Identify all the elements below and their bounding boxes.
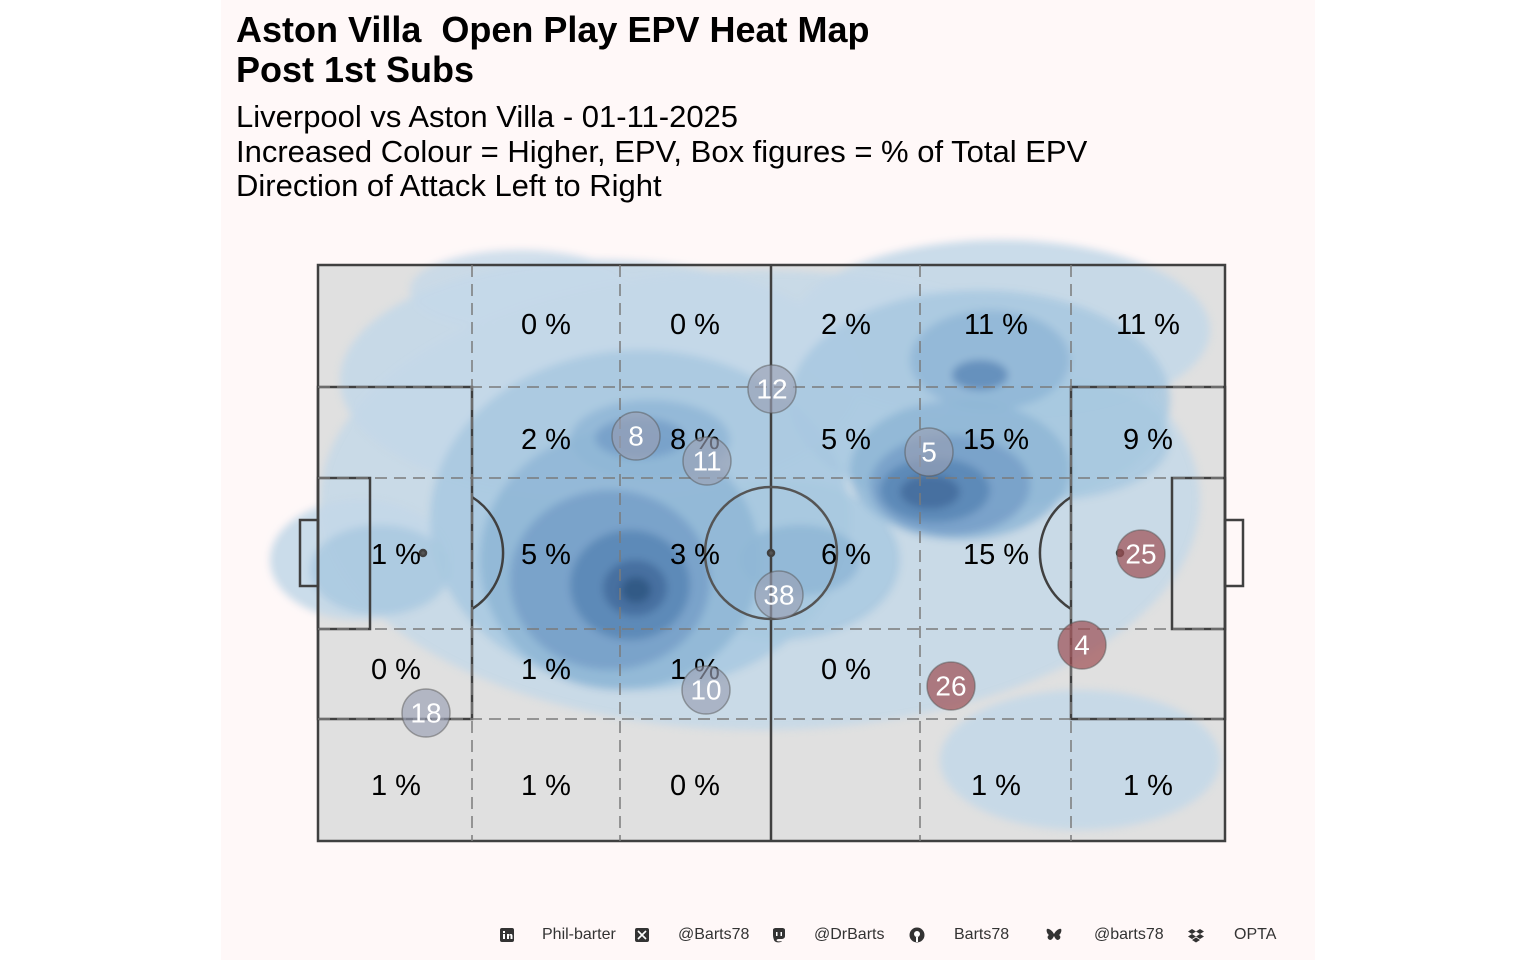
left-penalty-spot	[418, 548, 428, 558]
subtitle-line-1: Liverpool vs Aston Villa - 01-11-2025	[236, 99, 739, 134]
zone-label-r0-c1: 0 %	[521, 309, 571, 341]
centre-spot	[766, 548, 776, 558]
zone-label-r4-c0: 1 %	[371, 770, 421, 802]
github-icon	[909, 927, 925, 943]
dropbox-icon	[1188, 929, 1204, 943]
player-number-26: 26	[935, 671, 966, 702]
player-marker-12	[747, 364, 797, 414]
title-line-1: Aston Villa Open Play EPV Heat Map	[236, 9, 870, 50]
right-penalty-arc	[1038, 495, 1072, 611]
player-marker-18	[401, 688, 451, 738]
footer-text-1: @Barts78	[678, 926, 750, 943]
player-number-8: 8	[628, 421, 644, 452]
player-number-5: 5	[921, 437, 937, 468]
zone-label-r1-c3: 5 %	[821, 424, 871, 456]
chart-title: Aston Villa Open Play EPV Heat Map Post …	[236, 10, 870, 90]
zone-label-r0-c3: 2 %	[821, 309, 871, 341]
linkedin-icon	[500, 928, 514, 942]
player-number-38: 38	[763, 580, 794, 611]
zone-label-r3-c1: 1 %	[521, 654, 571, 686]
zone-label-r2-c2: 3 %	[670, 539, 720, 571]
player-number-11: 11	[692, 446, 721, 477]
zone-label-r4-c2: 0 %	[670, 770, 720, 802]
x-twitter-icon	[635, 928, 649, 942]
heat-layer	[270, 240, 1220, 830]
player-number-18: 18	[410, 698, 441, 729]
player-marker-5	[904, 427, 954, 477]
left-goal	[298, 518, 320, 588]
heat-contour-24	[621, 577, 651, 603]
zone-label-r4-c4: 1 %	[971, 770, 1021, 802]
footer-text-3: Barts78	[954, 926, 1010, 943]
player-marker-38	[754, 570, 804, 620]
heat-contour-23	[900, 475, 960, 509]
player-marker-8	[611, 411, 661, 461]
heat-contour-14	[910, 310, 1070, 410]
footer-text-2: @DrBarts	[814, 926, 885, 943]
player-number-4: 4	[1074, 630, 1090, 661]
zone-label-r2-c0: 1 %	[371, 539, 421, 571]
player-markers: 12 8 11 5 38 10 18 25 4 26	[401, 364, 1166, 738]
zone-label-r0-c2: 0 %	[670, 309, 720, 341]
heat-contour-21	[952, 360, 1008, 390]
zone-label-r1-c4: 15 %	[963, 424, 1029, 456]
footer-text-5: OPTA	[1234, 926, 1277, 943]
player-marker-4	[1057, 620, 1107, 670]
zone-label-r4-c5: 1 %	[1123, 770, 1173, 802]
player-marker-10	[681, 665, 731, 715]
left-penalty-arc	[471, 495, 505, 611]
player-marker-11	[682, 436, 732, 486]
right-goal	[1223, 518, 1245, 588]
zone-grid	[318, 265, 1225, 841]
zone-label-r2-c1: 5 %	[521, 539, 571, 571]
player-number-10: 10	[690, 675, 721, 706]
heat-contour-9	[310, 525, 450, 615]
centre-circle	[703, 485, 839, 621]
mastodon-icon	[773, 928, 785, 943]
zone-label-r1-c5: 9 %	[1123, 424, 1173, 456]
player-number-12: 12	[756, 374, 787, 405]
zone-label-r3-c0: 0 %	[371, 654, 421, 686]
title-line-2: Post 1st Subs	[236, 49, 475, 90]
footer-text-0: Phil-barter	[542, 926, 616, 943]
subtitle-line-3: Direction of Attack Left to Right	[236, 168, 662, 203]
zone-label-r4-c1: 1 %	[521, 770, 571, 802]
chart-subtitle: Liverpool vs Aston Villa - 01-11-2025 In…	[236, 99, 1088, 204]
player-marker-26	[926, 661, 976, 711]
zone-label-r2-c3: 6 %	[821, 539, 871, 571]
footer-text-4: @barts78	[1094, 926, 1164, 943]
player-number-25: 25	[1125, 539, 1156, 570]
zone-label-r0-c5: 11 %	[1116, 309, 1180, 341]
bluesky-icon	[1046, 928, 1062, 940]
zone-label-r3-c3: 0 %	[821, 654, 871, 686]
zone-label-r1-c1: 2 %	[521, 424, 571, 456]
player-marker-25	[1116, 529, 1166, 579]
heat-contour-5	[410, 250, 630, 330]
heat-contour-3	[940, 690, 1220, 830]
zone-label-r0-c4: 11 %	[964, 309, 1028, 341]
subtitle-line-2: Increased Colour = Higher, EPV, Box figu…	[236, 133, 1088, 169]
zone-label-r2-c4: 15 %	[963, 539, 1029, 571]
footer-credits: Phil-barter @Barts78 @DrBarts Barts78 @barts…	[490, 924, 1290, 948]
